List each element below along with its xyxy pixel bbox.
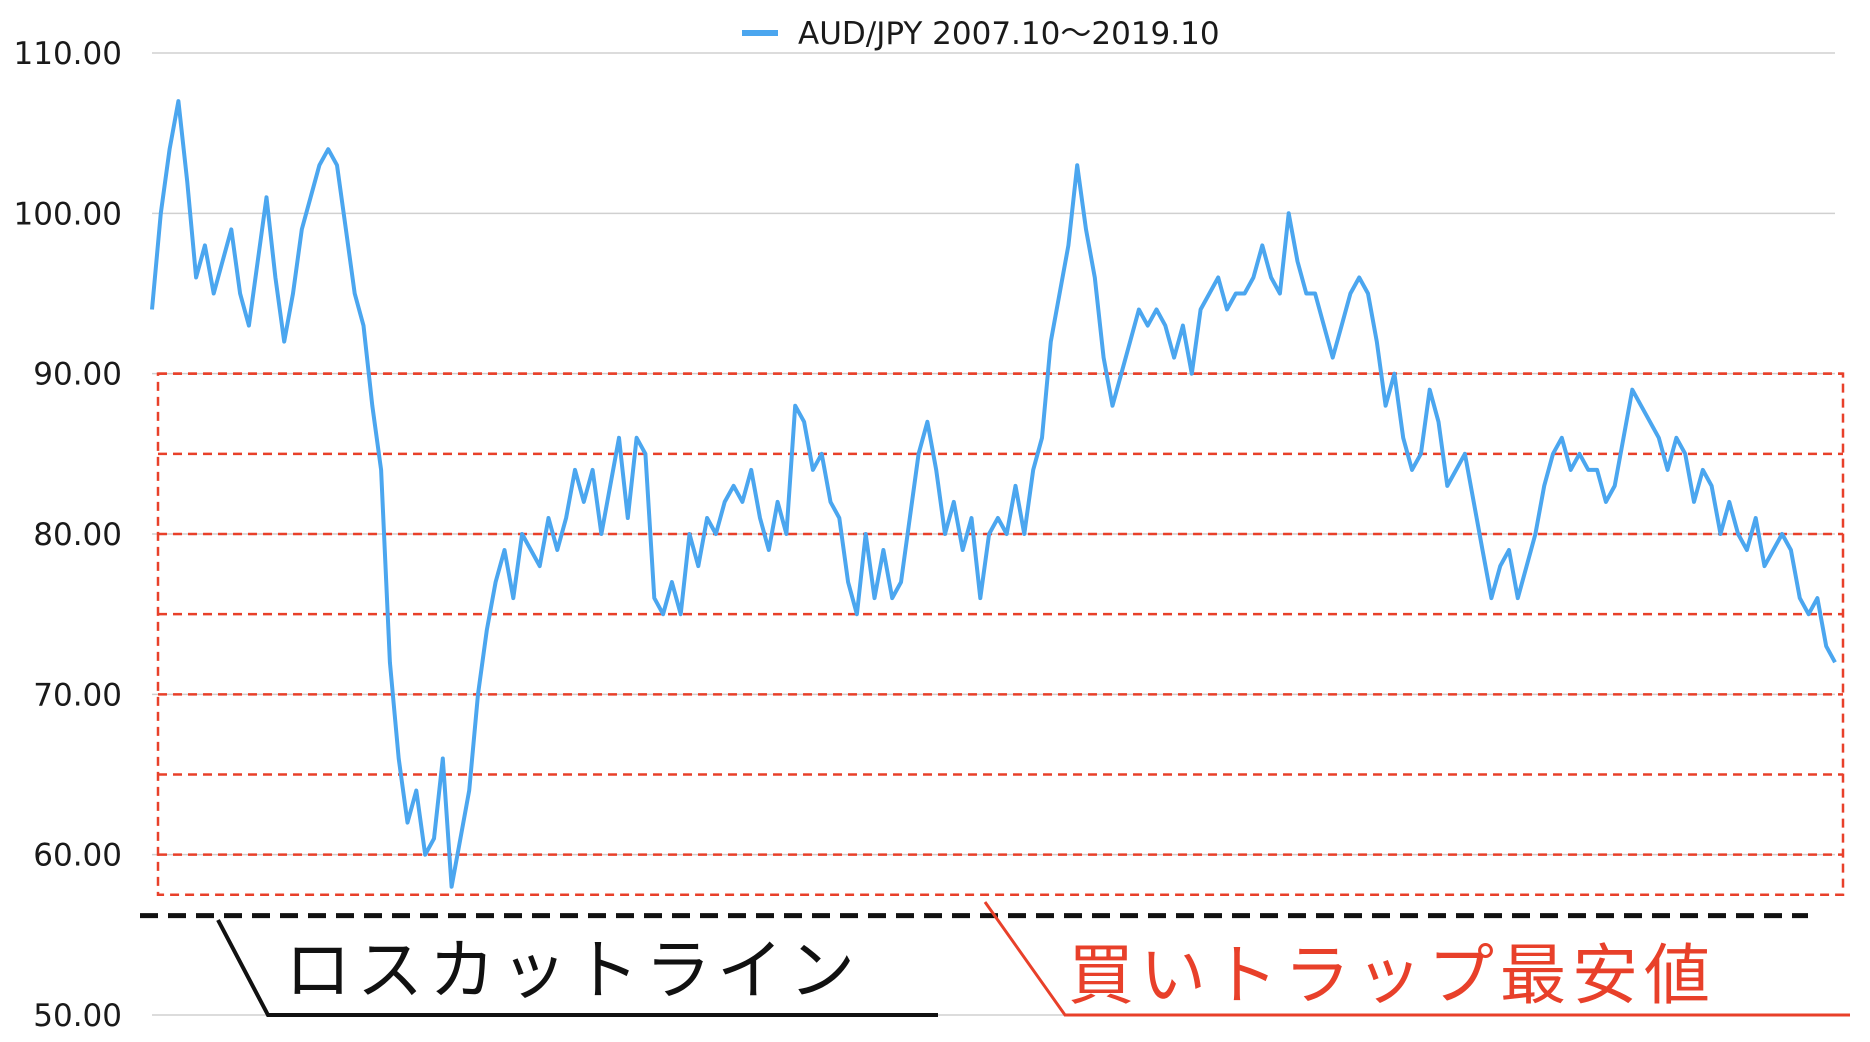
- trap-lines: [156, 372, 1845, 896]
- trap-min-label: 買いトラップ最安値: [1068, 937, 1716, 1014]
- stop-loss-label: ロスカットライン: [285, 932, 861, 1009]
- annotations: ロスカットライン 買いトラップ最安値: [216, 901, 1850, 1017]
- trap-min-callout-line: [983, 901, 1850, 1017]
- y-tick-label: 70.00: [33, 677, 122, 713]
- y-tick-label: 110.00: [14, 36, 122, 72]
- y-tick-label: 80.00: [33, 517, 122, 553]
- series-layer: [150, 99, 1837, 889]
- y-tick-label: 50.00: [33, 998, 122, 1034]
- y-tick-label: 100.00: [14, 196, 122, 232]
- stop-loss-callout-line: [216, 919, 938, 1017]
- y-tick-label: 90.00: [33, 357, 122, 393]
- y-axis: 110.00 100.00 90.00 80.00 70.00 60.00 50.00: [14, 36, 122, 1034]
- legend-label: AUD/JPY 2007.10～2019.10: [798, 16, 1220, 52]
- y-tick-label: 60.00: [33, 838, 122, 874]
- series-line: [150, 99, 1837, 889]
- legend: AUD/JPY 2007.10～2019.10: [742, 16, 1220, 52]
